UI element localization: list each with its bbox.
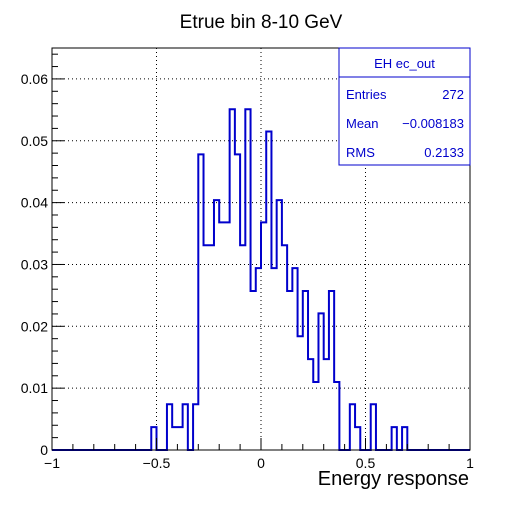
y-tick-label: 0.04 — [21, 195, 48, 211]
x-axis-label: Energy response — [318, 468, 469, 490]
x-tick-label: 1 — [466, 455, 474, 471]
stats-box-frame — [338, 47, 471, 166]
stats-label-entries: Entries — [346, 87, 387, 102]
y-tick-label: 0.01 — [21, 380, 48, 396]
y-tick-label: 0 — [40, 442, 48, 458]
x-tick-label: 0.5 — [356, 455, 376, 471]
stats-label-rms: RMS — [346, 145, 375, 160]
x-tick-label: −1 — [44, 455, 60, 471]
y-tick-label: 0.03 — [21, 256, 48, 272]
histogram-line — [52, 108, 470, 451]
y-tick-label: 0.05 — [21, 133, 48, 149]
x-tick-label: 0 — [257, 455, 265, 471]
axis-ticks: −1 −0.5 0 0.5 1 0 0.01 0.02 0.03 0.04 0.05 0.06 — [21, 53, 474, 471]
chart-title: Etrue bin 8-10 GeV — [180, 12, 343, 33]
x-tick-label: −0.5 — [143, 455, 171, 471]
stats-value-mean: −0.008183 — [402, 116, 464, 131]
y-tick-label: 0.06 — [21, 71, 48, 87]
stats-label-mean: Mean — [346, 116, 379, 131]
stats-box: EH ec_out Entries 272 Mean −0.008183 RMS… — [338, 47, 471, 166]
stats-value-rms: 0.2133 — [424, 145, 464, 160]
stats-value-entries: 272 — [442, 87, 464, 102]
y-tick-label: 0.02 — [21, 318, 48, 334]
stats-box-title: EH ec_out — [374, 56, 435, 71]
